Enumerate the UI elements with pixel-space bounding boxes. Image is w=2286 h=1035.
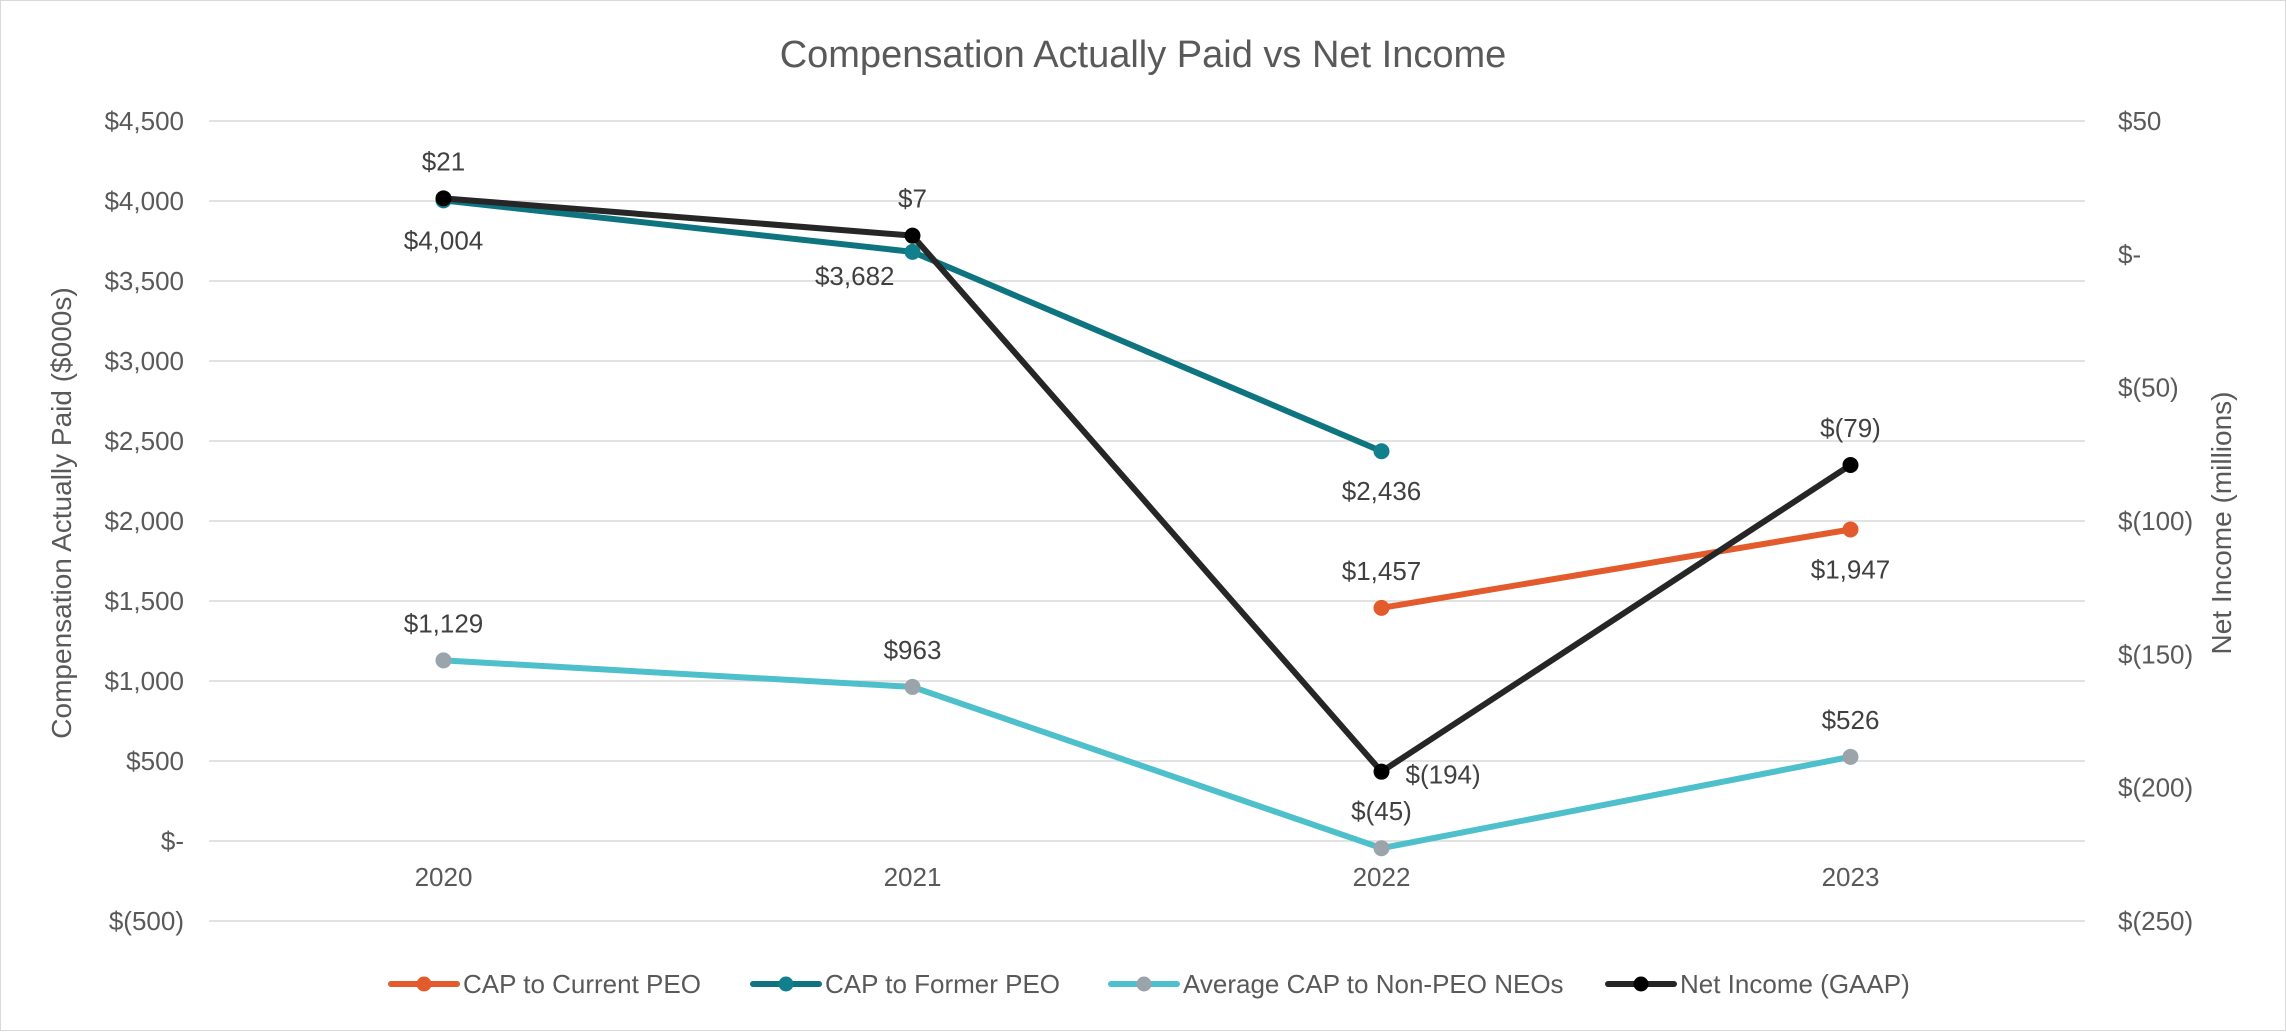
data-point [1373, 443, 1390, 460]
y2-axis-ticks: $50 $- $(50) $(100) $(150) $(200) $(250) [2118, 106, 2193, 936]
gridlines [209, 120, 2085, 922]
y-tick-label: $1,000 [104, 666, 184, 696]
y-tick-label: $2,500 [104, 426, 184, 456]
y-tick-label: $3,000 [104, 346, 184, 376]
y-tick-label: $4,500 [104, 106, 184, 136]
data-point [904, 243, 921, 260]
x-tick-label: 2022 [1353, 862, 1411, 892]
data-point [435, 652, 452, 669]
y2-tick-label: $(200) [2118, 773, 2193, 803]
data-point [904, 678, 921, 695]
y-tick-label: $500 [126, 746, 184, 776]
y-tick-label: $4,000 [104, 186, 184, 216]
data-label: $21 [422, 146, 465, 176]
data-point [904, 227, 921, 244]
series-line [440, 657, 1854, 852]
legend-item-cap-to-current-peo: CAP to Current PEO [388, 969, 701, 999]
x-axis-ticks: 2020 2021 2022 2023 [415, 862, 1880, 892]
y-tick-label: $2,000 [104, 506, 184, 536]
series-average-cap-to-non-peo-neos [435, 652, 1859, 857]
y-tick-label: $3,500 [104, 266, 184, 296]
x-tick-label: 2021 [884, 862, 942, 892]
data-label: $1,457 [1342, 556, 1422, 586]
legend: CAP to Current PEO CAP to Former PEO Avera… [388, 969, 1910, 999]
x-tick-label: 2023 [1822, 862, 1880, 892]
data-point [1842, 748, 1859, 765]
y-axis-title: Compensation Actually Paid ($000s) [46, 287, 77, 738]
data-point [1373, 599, 1390, 616]
data-label: $(79) [1820, 413, 1881, 443]
x-tick-label: 2020 [415, 862, 473, 892]
legend-label: CAP to Current PEO [463, 969, 701, 999]
data-label: $4,004 [404, 225, 484, 255]
series-lines [435, 190, 1859, 857]
data-point [1373, 763, 1390, 780]
data-label: $963 [884, 635, 942, 665]
data-label: $526 [1822, 705, 1880, 735]
legend-marker [416, 976, 432, 992]
y2-axis-title: Net Income (millions) [2206, 392, 2237, 655]
chart-title: Compensation Actually Paid vs Net Income [780, 34, 1507, 76]
legend-item-net-income-gaap: Net Income (GAAP) [1605, 969, 1910, 999]
series-line [440, 195, 1854, 775]
y2-tick-label: $(150) [2118, 639, 2193, 669]
data-point [435, 190, 452, 207]
data-label: $3,682 [815, 261, 895, 291]
legend-item-cap-to-former-peo: CAP to Former PEO [750, 969, 1060, 999]
legend-marker [1633, 976, 1649, 992]
y-tick-label: $(500) [109, 906, 184, 936]
legend-marker [778, 976, 794, 992]
data-label: $1,129 [404, 608, 484, 638]
data-point [1842, 521, 1859, 538]
data-label: $(45) [1351, 796, 1412, 826]
y-tick-label: $1,500 [104, 586, 184, 616]
series-line [1378, 526, 1854, 611]
data-label: $1,947 [1811, 554, 1891, 584]
y-axis-ticks: $4,500 $4,000 $3,500 $3,000 $2,500 $2,000 $1,5… [104, 106, 184, 936]
data-label: $2,436 [1342, 476, 1422, 506]
data-label: $(194) [1406, 760, 1481, 790]
data-point [1842, 457, 1859, 473]
y2-tick-label: $50 [2118, 106, 2161, 136]
legend-label: CAP to Former PEO [825, 969, 1060, 999]
y2-tick-label: $- [2118, 239, 2141, 269]
legend-label: Net Income (GAAP) [1680, 969, 1910, 999]
legend-label: Average CAP to Non-PEO NEOs [1183, 969, 1564, 999]
y2-tick-label: $(100) [2118, 506, 2193, 536]
series-net-income-gaap [435, 190, 1859, 780]
data-label: $7 [898, 184, 927, 214]
y2-tick-label: $(50) [2118, 373, 2179, 403]
y2-tick-label: $(250) [2118, 906, 2193, 936]
series-cap-to-current-peo [1373, 521, 1859, 616]
data-point [1373, 840, 1390, 857]
y-tick-label: $- [161, 826, 184, 856]
data-labels: $1,457 $1,947 $4,004 $3,682 $2,436 $1,129 $963… [404, 146, 1891, 826]
legend-marker [1136, 976, 1152, 992]
legend-item-average-cap-to-non-peo-neos: Average CAP to Non-PEO NEOs [1108, 969, 1564, 999]
